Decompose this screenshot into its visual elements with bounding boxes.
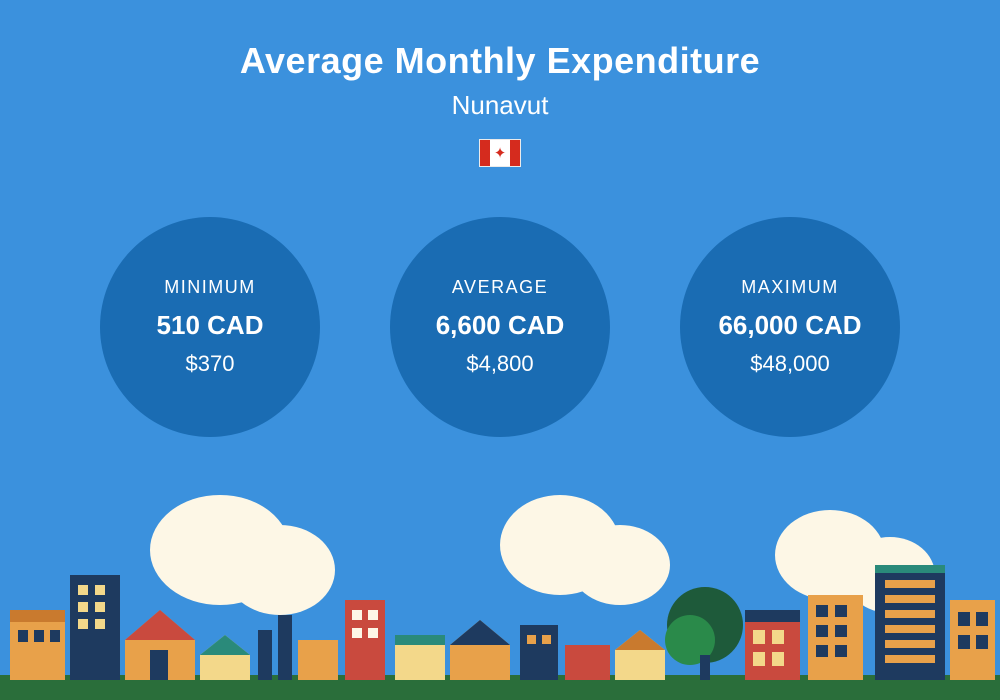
stat-average: AVERAGE 6,600 CAD $4,800 [390,217,610,437]
maple-leaf-icon: ✦ [494,146,507,161]
stat-cad-value: 66,000 CAD [718,310,861,341]
stat-minimum: MINIMUM 510 CAD $370 [100,217,320,437]
stat-cad-value: 510 CAD [157,310,264,341]
stat-usd-value: $48,000 [750,351,830,377]
canada-flag-icon: ✦ [479,139,521,167]
stats-row: MINIMUM 510 CAD $370 AVERAGE 6,600 CAD $… [0,217,1000,437]
page-subtitle: Nunavut [0,90,1000,121]
stat-label: AVERAGE [452,277,548,298]
cityscape-illustration [0,480,1000,700]
stat-usd-value: $370 [186,351,235,377]
stat-label: MAXIMUM [741,277,839,298]
page-title: Average Monthly Expenditure [0,40,1000,82]
stat-usd-value: $4,800 [466,351,533,377]
content-area: Average Monthly Expenditure Nunavut ✦ MI… [0,0,1000,437]
stat-cad-value: 6,600 CAD [436,310,565,341]
stat-maximum: MAXIMUM 66,000 CAD $48,000 [680,217,900,437]
stat-label: MINIMUM [164,277,255,298]
